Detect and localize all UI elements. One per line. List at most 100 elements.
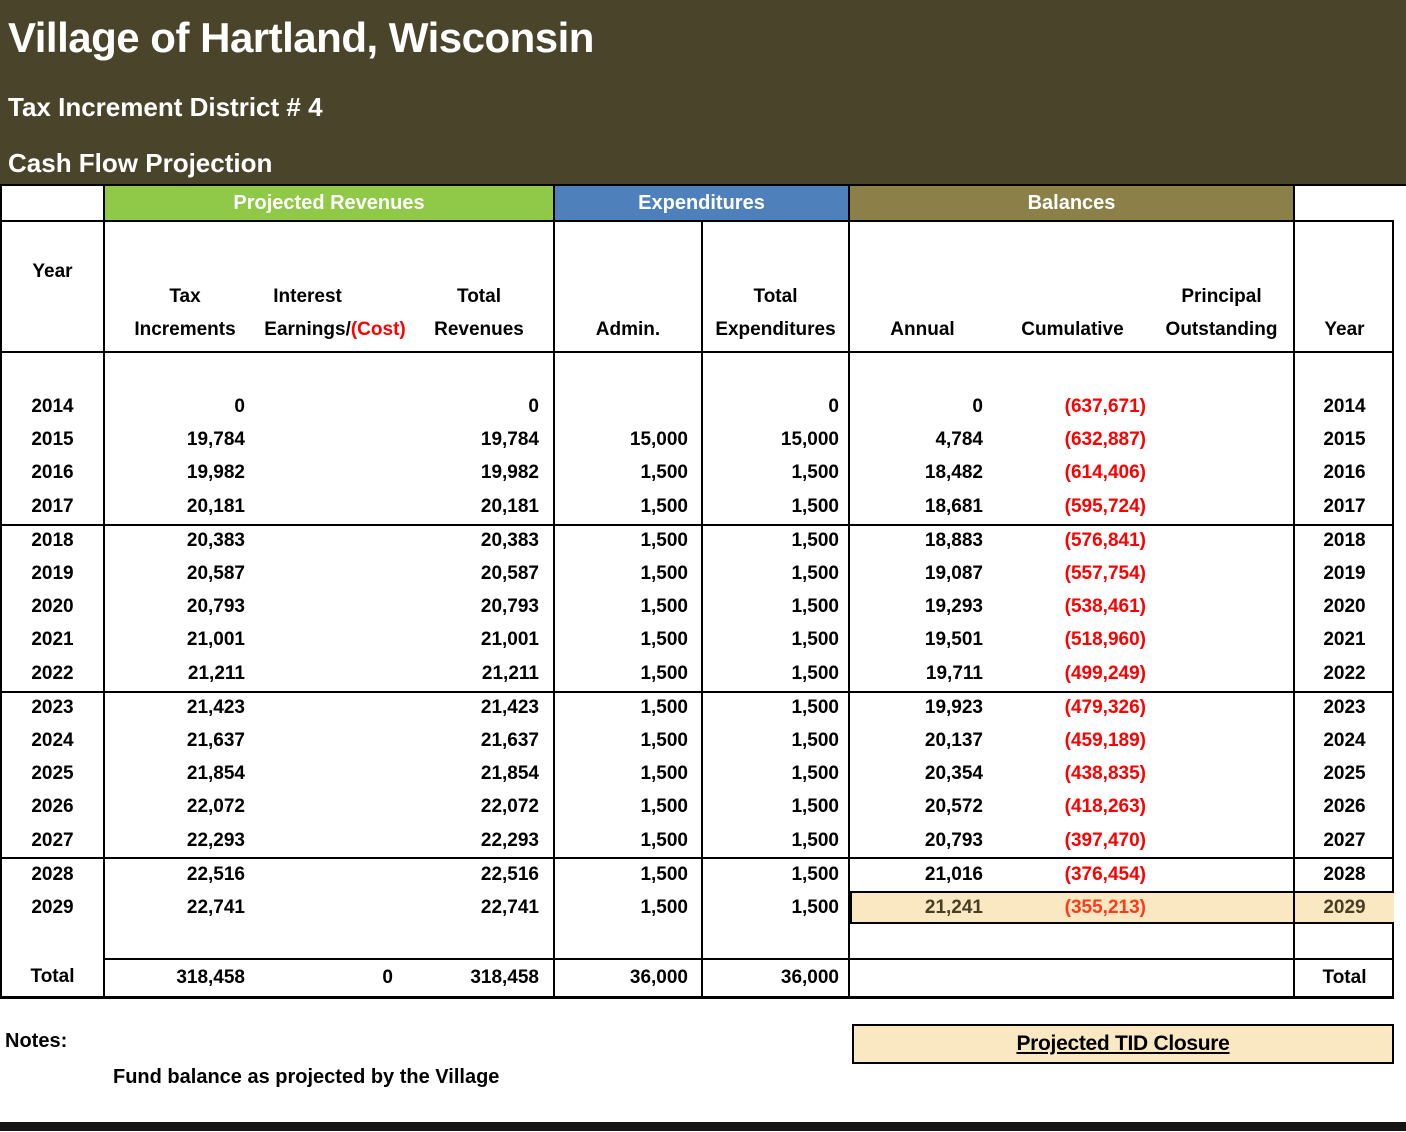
blank-cell [850, 924, 995, 958]
cell-texp-2016: 1,500 [703, 456, 850, 491]
cell-ann-2020: 19,293 [924, 596, 983, 618]
cell-cum-2021: (518,960) [1064, 629, 1146, 651]
cell-ann-2027: 20,793 [924, 829, 983, 851]
cell-tax-2024: 21,637 [186, 729, 245, 751]
cell-ann-2019: 19,087 [924, 562, 983, 584]
total-tax-increments: 318,458 [105, 957, 265, 996]
cell-tax-2029: 22,741 [186, 896, 245, 918]
cell-cum-2016: (614,406) [1064, 462, 1146, 484]
band-spacer-left [2, 186, 105, 220]
table-row-2025: 2025 21,854 21,854 1,500 1,500 20,354 (438,835… [2, 757, 1392, 791]
table-row-2024: 2024 21,637 21,637 1,500 1,500 20,137 (459,189… [2, 723, 1392, 758]
cell-pri-2026 [1150, 790, 1295, 825]
cell-year-l-2026: 2026 [2, 790, 105, 825]
cell-pri-2024 [1150, 723, 1295, 758]
cell-trev-2014: 0 [405, 390, 555, 424]
cell-cum-2017: (595,724) [1064, 495, 1146, 517]
total-admin: 36,000 [555, 957, 703, 996]
cell-year-r-2028: 2028 [1323, 864, 1366, 886]
cell-int-2029 [265, 891, 405, 924]
cell-trev-2029: 22,741 [405, 890, 555, 925]
cell-admin-2018: 1,500 [555, 525, 703, 557]
cell-texp-2014: 0 [703, 390, 850, 424]
page-title: Village of Hartland, Wisconsin [8, 14, 594, 61]
col-header-interest-main: Interest Earnings/ [265, 286, 351, 340]
cell-int-2018 [265, 526, 405, 557]
cell-ann-2018: 18,883 [924, 530, 983, 552]
page-subtitle-district: Tax Increment District # 4 [8, 92, 323, 122]
cell-tax-2015: 19,784 [186, 429, 245, 451]
cell-year-l-2025: 2025 [2, 757, 105, 791]
cell-int-2017 [265, 490, 405, 523]
cell-cum-2020: (538,461) [1064, 596, 1146, 618]
table-row-2027: 2027 22,293 22,293 1,500 1,500 20,793 (397,470… [2, 824, 1392, 858]
cell-year-l-2028: 2028 [2, 859, 105, 891]
cell-tax-2022: 21,211 [187, 662, 245, 684]
cell-pri-2029 [1150, 890, 1295, 925]
cell-year-r-2029: 2029 [1295, 890, 1394, 925]
cell-tax-2019: 20,587 [186, 562, 245, 584]
cell-year-r-2015: 2015 [1323, 429, 1366, 451]
cell-ann-2026: 20,572 [924, 796, 983, 818]
col-header-admin: Admin. [555, 222, 703, 351]
total-label-right: Total [1295, 957, 1394, 996]
cell-pri-2014 [1150, 390, 1295, 424]
col-header-year-left: Year [2, 222, 105, 351]
cell-year-r-2018: 2018 [1323, 530, 1366, 552]
cash-flow-table: Projected Revenues Expenditures Balances… [0, 186, 1394, 999]
cell-pri-2016 [1150, 456, 1295, 491]
cell-cum-2029: (355,213) [995, 890, 1150, 925]
cell-tax-2020: 20,793 [186, 596, 245, 618]
cell-int-2015 [265, 423, 405, 456]
table-body: 2014 0 0 0 0 (637,671) 2014 2015 19,784 19,784 15,… [2, 390, 1394, 925]
cell-year-l-2029: 2029 [2, 890, 105, 925]
cell-pri-2018 [1150, 525, 1295, 557]
cell-cum-2023: (479,326) [1064, 697, 1146, 719]
cell-year-l-2018: 2018 [2, 525, 105, 557]
cell-tax-2025: 21,854 [186, 762, 245, 784]
cell-int-2024 [265, 724, 405, 757]
spacer-cell [1150, 353, 1295, 390]
cell-year-r-2019: 2019 [1323, 562, 1366, 584]
total-expenditures: 36,000 [703, 957, 850, 996]
cell-year-l-2022: 2022 [2, 657, 105, 691]
band-spacer-right [1295, 186, 1394, 220]
cell-admin-2017: 1,500 [555, 490, 703, 524]
cell-year-r-2023: 2023 [1323, 697, 1366, 719]
projected-tid-closure-label: Projected TID Closure [1016, 1032, 1230, 1055]
cell-pri-2023 [1150, 692, 1295, 724]
total-annual [850, 957, 995, 996]
table-row-2016: 2016 19,982 19,982 1,500 1,500 18,482 (614,406… [2, 456, 1392, 491]
cell-year-r-2027: 2027 [1323, 829, 1366, 851]
cell-year-r-2022: 2022 [1323, 662, 1366, 684]
cell-texp-2020: 1,500 [703, 590, 850, 624]
cell-ann-2022: 19,711 [925, 662, 983, 684]
page-subtitle-projection: Cash Flow Projection [8, 148, 273, 178]
cell-admin-2023: 1,500 [555, 692, 703, 724]
cell-ann-2023: 19,923 [924, 697, 983, 719]
cell-pri-2022 [1150, 657, 1295, 691]
cell-tax-2026: 22,072 [186, 796, 245, 818]
cell-admin-2028: 1,500 [555, 859, 703, 891]
cell-ann-2025: 20,354 [924, 762, 983, 784]
cell-year-l-2027: 2027 [2, 824, 105, 858]
cell-int-2026 [265, 791, 405, 824]
cell-admin-2022: 1,500 [555, 657, 703, 691]
column-header-row: Year Tax Increments Interest Earnings/ (… [2, 222, 1392, 353]
cell-year-l-2019: 2019 [2, 556, 105, 591]
cell-year-l-2014: 2014 [2, 390, 105, 424]
cell-cum-2028: (376,454) [1064, 864, 1146, 886]
spacer-cell [703, 353, 850, 390]
cell-trev-2024: 21,637 [405, 723, 555, 758]
cell-texp-2018: 1,500 [703, 525, 850, 557]
cell-cum-2027: (397,470) [1064, 829, 1146, 851]
document-header: Village of Hartland, Wisconsin Tax Incre… [0, 0, 1406, 186]
cell-year-r-2016: 2016 [1323, 462, 1366, 484]
cell-pri-2027 [1150, 824, 1295, 858]
cell-admin-2029: 1,500 [555, 890, 703, 925]
cell-tax-2016: 19,982 [186, 462, 245, 484]
cell-tax-2027: 22,293 [186, 829, 245, 851]
cell-admin-2014 [555, 390, 703, 424]
cell-int-2021 [265, 624, 405, 657]
cell-texp-2017: 1,500 [703, 490, 850, 524]
